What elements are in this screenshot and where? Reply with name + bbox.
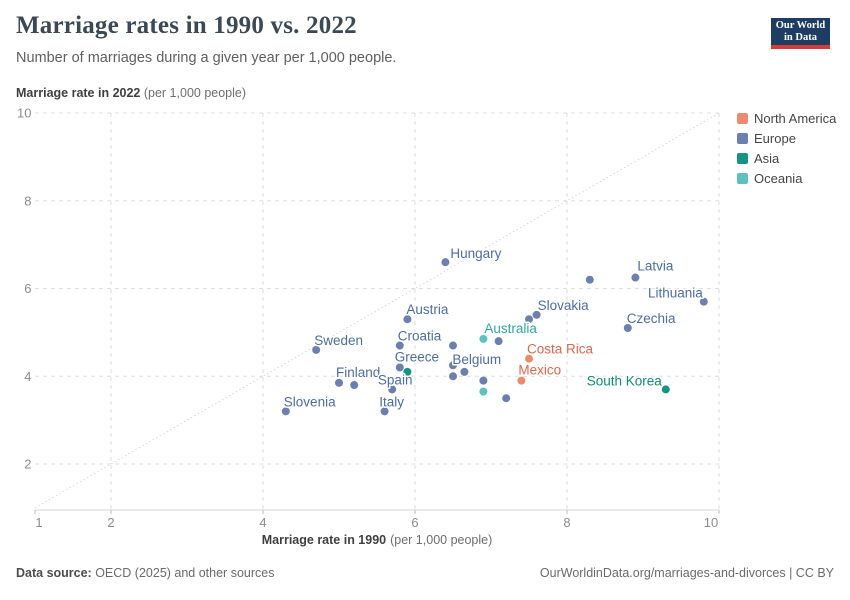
data-point-europe-21[interactable] bbox=[479, 376, 488, 385]
legend-swatch-oceania bbox=[737, 173, 748, 184]
data-point-europe-5[interactable] bbox=[525, 315, 533, 324]
legend: North America Europe Asia Oceania bbox=[737, 111, 836, 186]
owid-logo-line1: Our World bbox=[775, 19, 826, 31]
legend-item-north-america[interactable]: North America bbox=[737, 111, 836, 126]
data-point-finland[interactable] bbox=[335, 378, 343, 387]
data-point-europe-17[interactable] bbox=[350, 381, 359, 390]
x-axis-title-bold: Marriage rate in 1990 bbox=[262, 533, 386, 547]
x-tick-label-2: 2 bbox=[107, 515, 114, 530]
data-point-lithuania[interactable] bbox=[699, 297, 708, 306]
country-label-sweden[interactable]: Sweden bbox=[313, 331, 365, 349]
data-point-sweden[interactable] bbox=[312, 345, 321, 354]
country-label-mexico[interactable]: Mexico bbox=[517, 361, 563, 379]
data-point-europe-15[interactable] bbox=[449, 372, 457, 381]
data-point-hungary[interactable] bbox=[441, 258, 450, 267]
y-tick-label-8: 8 bbox=[24, 193, 31, 208]
data-point-oceania-28[interactable] bbox=[479, 387, 488, 396]
country-label-greece[interactable]: Greece bbox=[393, 348, 440, 366]
legend-swatch-europe bbox=[737, 133, 748, 144]
x-tick-label-6: 6 bbox=[411, 515, 418, 530]
y-tick-label-6: 6 bbox=[24, 281, 31, 296]
footer: Data source: OECD (2025) and other sourc… bbox=[16, 566, 834, 580]
data-point-europe-13[interactable] bbox=[449, 361, 457, 370]
y-tick-label-4: 4 bbox=[24, 369, 31, 384]
legend-swatch-north-america bbox=[737, 113, 748, 124]
x-axis-title: Marriage rate in 1990 (per 1,000 people) bbox=[262, 533, 493, 547]
data-point-south-korea[interactable] bbox=[661, 385, 670, 394]
country-label-czechia[interactable]: Czechia bbox=[625, 309, 677, 327]
data-point-mexico[interactable] bbox=[517, 376, 526, 385]
country-label-australia[interactable]: Australia bbox=[483, 319, 539, 337]
data-point-austria[interactable] bbox=[403, 315, 412, 324]
legend-label-oceania: Oceania bbox=[754, 171, 803, 186]
y-axis-title-units: (per 1,000 people) bbox=[143, 86, 247, 100]
data-point-spain[interactable] bbox=[388, 385, 397, 394]
country-label-italy[interactable]: Italy bbox=[378, 393, 406, 411]
data-point-europe-11[interactable] bbox=[494, 337, 503, 346]
country-label-belgium[interactable]: Belgium bbox=[451, 350, 503, 368]
x-tick-label-1: 1 bbox=[35, 515, 42, 530]
country-label-hungary[interactable]: Hungary bbox=[449, 245, 503, 263]
data-point-australia[interactable] bbox=[479, 334, 488, 343]
data-point-belgium[interactable] bbox=[460, 367, 469, 376]
x-tick-label-8: 8 bbox=[563, 515, 570, 530]
chart-subtitle: Number of marriages during a given year … bbox=[16, 50, 397, 66]
country-label-lithuania[interactable]: Lithuania bbox=[646, 284, 704, 302]
data-point-latvia[interactable] bbox=[631, 273, 640, 282]
country-label-slovakia[interactable]: Slovakia bbox=[536, 296, 591, 314]
footer-link[interactable]: OurWorldinData.org/marriages-and-divorce… bbox=[539, 566, 834, 580]
country-label-austria[interactable]: Austria bbox=[405, 301, 451, 319]
legend-item-europe[interactable]: Europe bbox=[737, 131, 836, 146]
legend-label-north-america: North America bbox=[754, 111, 837, 126]
data-point-italy[interactable] bbox=[380, 407, 389, 416]
footer-source-label: Data source: bbox=[16, 566, 92, 580]
country-label-croatia[interactable]: Croatia bbox=[396, 327, 443, 345]
x-tick-label-10: 10 bbox=[704, 515, 718, 530]
data-point-europe-1[interactable] bbox=[585, 275, 594, 284]
owid-logo[interactable]: Our World in Data bbox=[771, 18, 830, 49]
legend-item-asia[interactable]: Asia bbox=[737, 151, 836, 166]
country-label-costa-rica[interactable]: Costa Rica bbox=[526, 340, 596, 358]
y-tick-label-10: 10 bbox=[17, 106, 31, 121]
owid-logo-line2: in Data bbox=[784, 31, 817, 43]
country-label-finland[interactable]: Finland bbox=[335, 363, 382, 381]
data-point-czechia[interactable] bbox=[623, 323, 632, 332]
gridlines-group bbox=[34, 112, 720, 510]
country-label-latvia[interactable]: Latvia bbox=[636, 257, 676, 275]
legend-swatch-asia bbox=[737, 153, 748, 164]
data-point-europe-22[interactable] bbox=[502, 394, 511, 403]
legend-label-asia: Asia bbox=[754, 151, 780, 166]
data-point-croatia[interactable] bbox=[395, 341, 404, 350]
data-point-europe-10[interactable] bbox=[449, 341, 457, 350]
country-label-spain[interactable]: Spain bbox=[376, 371, 414, 389]
footer-source: Data source: OECD (2025) and other sourc… bbox=[16, 566, 274, 580]
x-tick-label-4: 4 bbox=[259, 515, 266, 530]
country-label-south-korea[interactable]: South Korea bbox=[585, 372, 664, 390]
data-point-slovakia[interactable] bbox=[532, 310, 541, 319]
data-points-group bbox=[281, 258, 708, 416]
y-axis-title: Marriage rate in 2022 (per 1,000 people) bbox=[16, 86, 246, 100]
country-label-slovenia[interactable]: Slovenia bbox=[282, 393, 337, 411]
page-title: Marriage rates in 1990 vs. 2022 bbox=[16, 12, 357, 39]
legend-label-europe: Europe bbox=[754, 131, 796, 146]
x-axis-title-units: (per 1,000 people) bbox=[390, 533, 492, 547]
legend-item-oceania[interactable]: Oceania bbox=[737, 171, 836, 186]
y-tick-label-2: 2 bbox=[24, 457, 31, 472]
footer-source-text: OECD (2025) and other sources bbox=[91, 566, 275, 580]
y-axis-title-bold: Marriage rate in 2022 bbox=[16, 86, 141, 100]
data-point-greece[interactable] bbox=[395, 363, 404, 372]
data-point-slovenia[interactable] bbox=[281, 407, 290, 416]
country-labels-group: Hungary Latvia Lithuania Slovakia Czechia Aus… bbox=[282, 245, 704, 411]
diagonal-reference-line bbox=[34, 112, 720, 509]
data-point-asia-25[interactable] bbox=[403, 367, 412, 376]
data-point-costa-rica[interactable] bbox=[525, 354, 533, 363]
